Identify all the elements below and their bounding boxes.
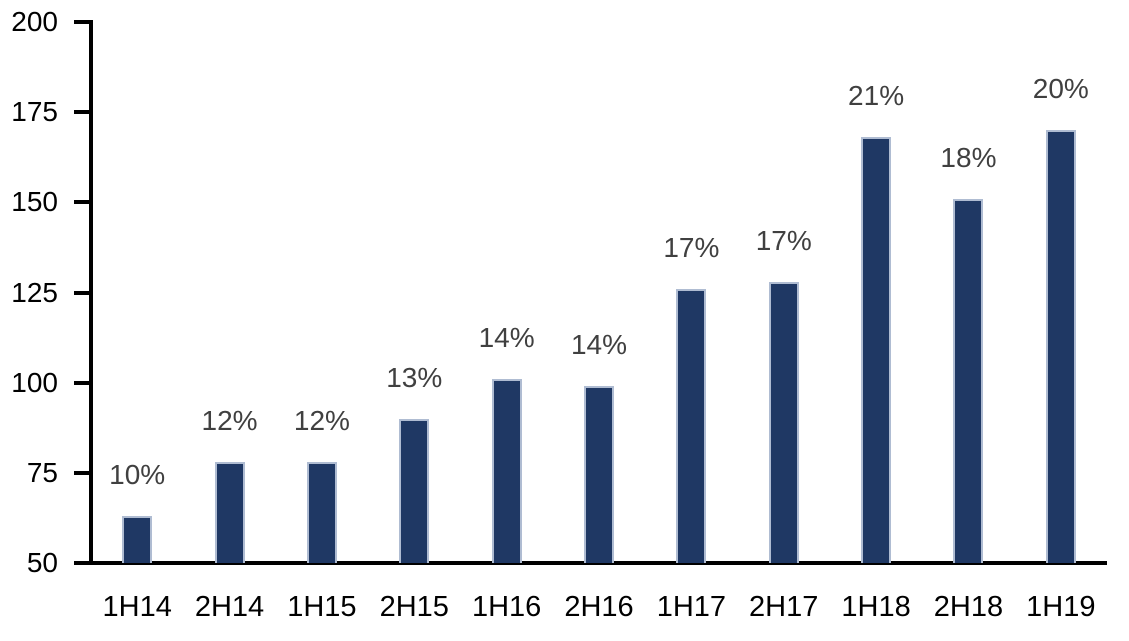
x-tick-label-1H14: 1H14	[102, 591, 172, 623]
y-tick-label: 175	[11, 96, 58, 128]
bar-data-label-1H17: 17%	[663, 231, 720, 263]
bar-data-label-2H16: 14%	[570, 329, 628, 361]
bar-2H18	[953, 198, 984, 563]
y-tick-label: 50	[26, 547, 58, 578]
y-tick-label: 75	[26, 456, 58, 488]
x-tick-label-2H15: 2H15	[379, 591, 449, 623]
bar-data-label-2H15: 13%	[386, 361, 443, 393]
y-tick-label: 125	[11, 276, 58, 308]
x-tick-label-2H16: 2H16	[564, 591, 634, 623]
bar-2H16	[584, 386, 614, 563]
x-tick-label-1H18: 1H18	[841, 591, 911, 623]
y-axis-line	[89, 20, 93, 565]
bar-2H17	[768, 281, 799, 563]
bar-1H19	[1045, 130, 1076, 563]
bar-1H18	[861, 137, 892, 563]
y-tick-mark	[74, 200, 89, 205]
bar-2H15	[399, 418, 430, 563]
x-tick-label-2H18: 2H18	[933, 591, 1004, 623]
bar-data-label-1H19: 20%	[1032, 73, 1089, 105]
bar-2H14	[214, 462, 245, 563]
bar-1H17	[676, 288, 707, 563]
bar-1H14	[122, 516, 153, 563]
bar-data-label-2H17: 17%	[755, 224, 812, 256]
x-tick-label-2H14: 2H14	[194, 591, 265, 623]
bar-1H15	[306, 462, 337, 563]
bar-data-label-1H18: 21%	[848, 80, 905, 112]
x-tick-label-1H15: 1H15	[287, 591, 357, 623]
y-tick-label: 150	[11, 186, 58, 218]
x-axis-line	[89, 561, 1107, 565]
bar-data-label-2H18: 18%	[940, 141, 997, 173]
x-tick-label-1H19: 1H19	[1026, 591, 1096, 623]
y-tick-mark	[74, 380, 89, 385]
y-tick-mark	[74, 470, 89, 475]
y-tick-mark	[74, 561, 89, 565]
bar-1H16	[491, 379, 522, 563]
x-tick-label-2H17: 2H17	[749, 591, 819, 623]
bar-data-label-1H14: 10%	[109, 459, 166, 491]
y-tick-label: 100	[11, 366, 58, 398]
y-tick-mark	[74, 290, 89, 295]
x-tick-label-1H17: 1H17	[656, 591, 727, 623]
y-tick-mark	[74, 20, 89, 24]
y-tick-label: 200	[11, 6, 58, 37]
bar-data-label-1H15: 12%	[293, 405, 350, 436]
y-tick-mark	[74, 110, 89, 115]
bar-data-label-2H14: 12%	[201, 405, 258, 436]
bar-data-label-1H16: 14%	[478, 322, 535, 354]
x-tick-label-1H16: 1H16	[471, 591, 542, 623]
